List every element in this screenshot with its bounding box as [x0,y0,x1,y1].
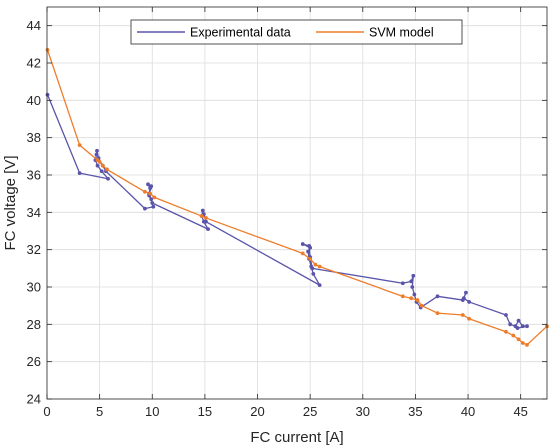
data-point-experimental-data [411,273,416,278]
data-point-experimental-data [467,300,472,304]
y-tick-label: 28 [27,317,41,332]
legend-label-svm: SVM model [369,26,434,40]
data-point-experimental-data [200,208,205,213]
data-point-svm-model [516,337,521,342]
plot-frame [46,6,548,400]
data-point-experimental-data [150,201,155,205]
data-point-svm-model [313,262,318,267]
data-point-svm-model [415,298,420,302]
data-point-svm-model [142,189,147,194]
data-point-experimental-data [77,171,82,176]
data-point-svm-model [435,311,440,316]
data-point-svm-model [152,195,157,200]
data-point-experimental-data [45,92,50,97]
data-point-svm-model [199,214,204,218]
y-tick-label: 44 [27,18,41,33]
legend: Experimental data SVM model [130,19,463,45]
x-tick-label: 40 [461,404,475,419]
data-point-experimental-data [306,249,310,254]
x-tick-label: 20 [250,404,264,419]
y-tick-label: 32 [27,242,41,257]
data-point-experimental-data [94,152,99,157]
data-point-experimental-data [464,290,468,295]
data-point-experimental-data [461,296,466,301]
y-tick-label: 30 [27,280,41,295]
data-point-svm-model [105,167,109,172]
y-tick-label: 24 [27,392,41,407]
data-point-svm-model [525,342,529,347]
data-point-experimental-data [151,204,156,209]
data-point-experimental-data [311,272,316,276]
y-tick-label: 38 [27,130,41,145]
plot-background [47,7,547,399]
data-point-svm-model [520,341,525,345]
data-point-svm-model [317,264,322,269]
data-point-experimental-data [409,279,414,284]
y-tick-label: 34 [27,205,41,220]
data-point-experimental-data [300,242,305,246]
data-point-experimental-data [310,266,315,271]
data-point-experimental-data [412,292,417,297]
y-tick-label: 42 [27,56,41,71]
data-point-experimental-data [520,324,525,329]
data-point-experimental-data [435,294,440,299]
data-point-experimental-data [400,281,405,286]
data-point-experimental-data [95,148,99,153]
data-point-experimental-data [146,182,150,187]
data-point-experimental-data [106,176,110,181]
data-point-svm-model [400,294,405,299]
data-point-experimental-data [525,324,529,329]
data-point-svm-model [300,251,305,256]
data-point-experimental-data [317,283,322,288]
data-point-experimental-data [516,318,521,323]
data-point-experimental-data [515,326,520,330]
data-point-svm-model [204,216,208,220]
data-point-svm-model [504,329,508,334]
x-tick-label: 30 [356,404,370,419]
x-tick-label: 5 [96,404,103,419]
data-point-experimental-data [508,322,513,327]
x-axis-label: FC current [A] [250,429,343,446]
data-point-experimental-data [142,206,147,211]
series-line-svm-model [46,49,548,346]
data-point-svm-model [467,316,472,321]
series-layer [45,48,549,347]
x-tick-label: 10 [145,404,159,419]
data-point-svm-model [77,143,82,148]
data-point-experimental-data [410,285,415,289]
x-tick-label: 25 [303,404,317,419]
y-tick-label: 40 [27,93,41,108]
y-axis-label: FC voltage [V] [2,155,19,250]
data-point-svm-model [460,313,465,317]
data-point-svm-model [419,303,424,308]
data-point-experimental-data [504,313,508,317]
data-point-svm-model [511,333,516,338]
ticks: 0 5 10 15 20 25 30 35 40 45 24 26 28 30 32 34 36 38 40 42 44 [27,7,547,419]
data-point-experimental-data [95,163,100,168]
data-point-experimental-data [149,197,154,202]
data-point-experimental-data [149,184,154,189]
data-point-experimental-data [204,219,208,224]
legend-box [130,19,463,45]
data-point-svm-model [97,160,102,164]
x-tick-label: 0 [43,404,50,419]
x-tick-label: 15 [198,404,212,419]
x-tick-label: 45 [513,404,527,419]
x-tick-label: 35 [408,404,422,419]
series-svm-model [45,48,549,347]
data-point-svm-model [45,48,50,52]
y-tick-label: 36 [27,168,41,183]
data-point-experimental-data [206,227,210,232]
data-point-svm-model [100,163,105,168]
data-point-svm-model [148,191,153,196]
data-point-svm-model [409,296,414,301]
y-tick-label: 26 [27,354,41,369]
data-point-svm-model [308,257,313,261]
data-point-experimental-data [307,244,312,248]
data-point-experimental-data [99,169,104,174]
legend-label-experimental: Experimental data [190,26,291,40]
